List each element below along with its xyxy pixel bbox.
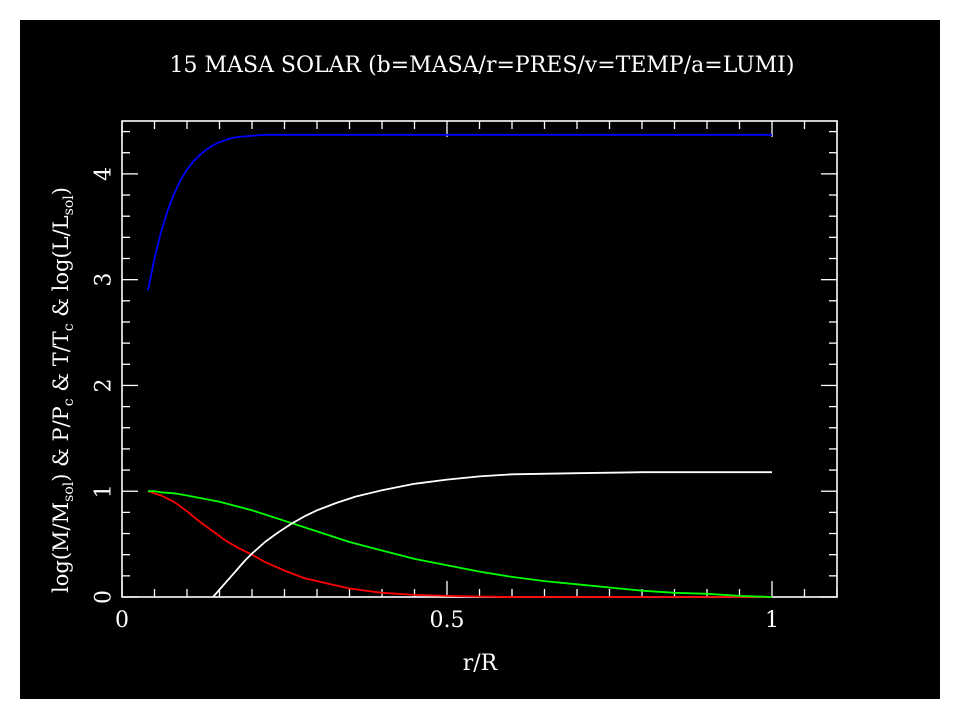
y-label-part-5: ) bbox=[49, 187, 73, 195]
y-label-part-1: log(M/M bbox=[49, 502, 73, 593]
plot-background: 15 MASA SOLAR (b=MASA/r=PRES/v=TEMP/a=LU… bbox=[20, 20, 940, 699]
line-chart: 15 MASA SOLAR (b=MASA/r=PRES/v=TEMP/a=LU… bbox=[49, 53, 838, 676]
y-tick-label: 0 bbox=[92, 590, 117, 604]
plot-area-frame bbox=[121, 120, 838, 598]
y-tick-label: 4 bbox=[92, 167, 117, 181]
x-tick-label: 0.5 bbox=[430, 608, 465, 633]
series-lines bbox=[147, 133, 773, 598]
y-label-sub-2: c bbox=[61, 398, 77, 406]
series-line-0 bbox=[147, 133, 772, 291]
chart-title: 15 MASA SOLAR (b=MASA/r=PRES/v=TEMP/a=LU… bbox=[170, 53, 795, 78]
series-line-1 bbox=[147, 490, 772, 598]
y-tick-label: 2 bbox=[92, 378, 117, 392]
y-tick-label: 3 bbox=[92, 273, 117, 287]
x-tick-label: 1 bbox=[765, 608, 779, 633]
y-tick-label: 1 bbox=[92, 484, 117, 498]
y-label-part-3: & T/T bbox=[49, 331, 73, 398]
y-label-sub-4: sol bbox=[61, 195, 77, 216]
y-label-part-2: ) & P/P bbox=[49, 406, 73, 482]
x-tick-label: 0 bbox=[115, 608, 129, 633]
x-axis-label: r/R bbox=[463, 651, 499, 676]
y-axis-ticks: 0 1 2 3 4 bbox=[92, 130, 837, 604]
series-line-2 bbox=[148, 490, 773, 598]
x-axis-ticks: 0 0.5 1 bbox=[115, 121, 838, 633]
y-axis-label: log(M/Msol) & P/Pc & T/Tc & log(L/Lsol) bbox=[49, 187, 77, 593]
y-label-part-4: & log(L/L bbox=[49, 215, 73, 323]
series-line-3 bbox=[212, 471, 772, 598]
y-label-sub-1: sol bbox=[61, 481, 77, 502]
y-label-sub-3: c bbox=[61, 323, 77, 331]
